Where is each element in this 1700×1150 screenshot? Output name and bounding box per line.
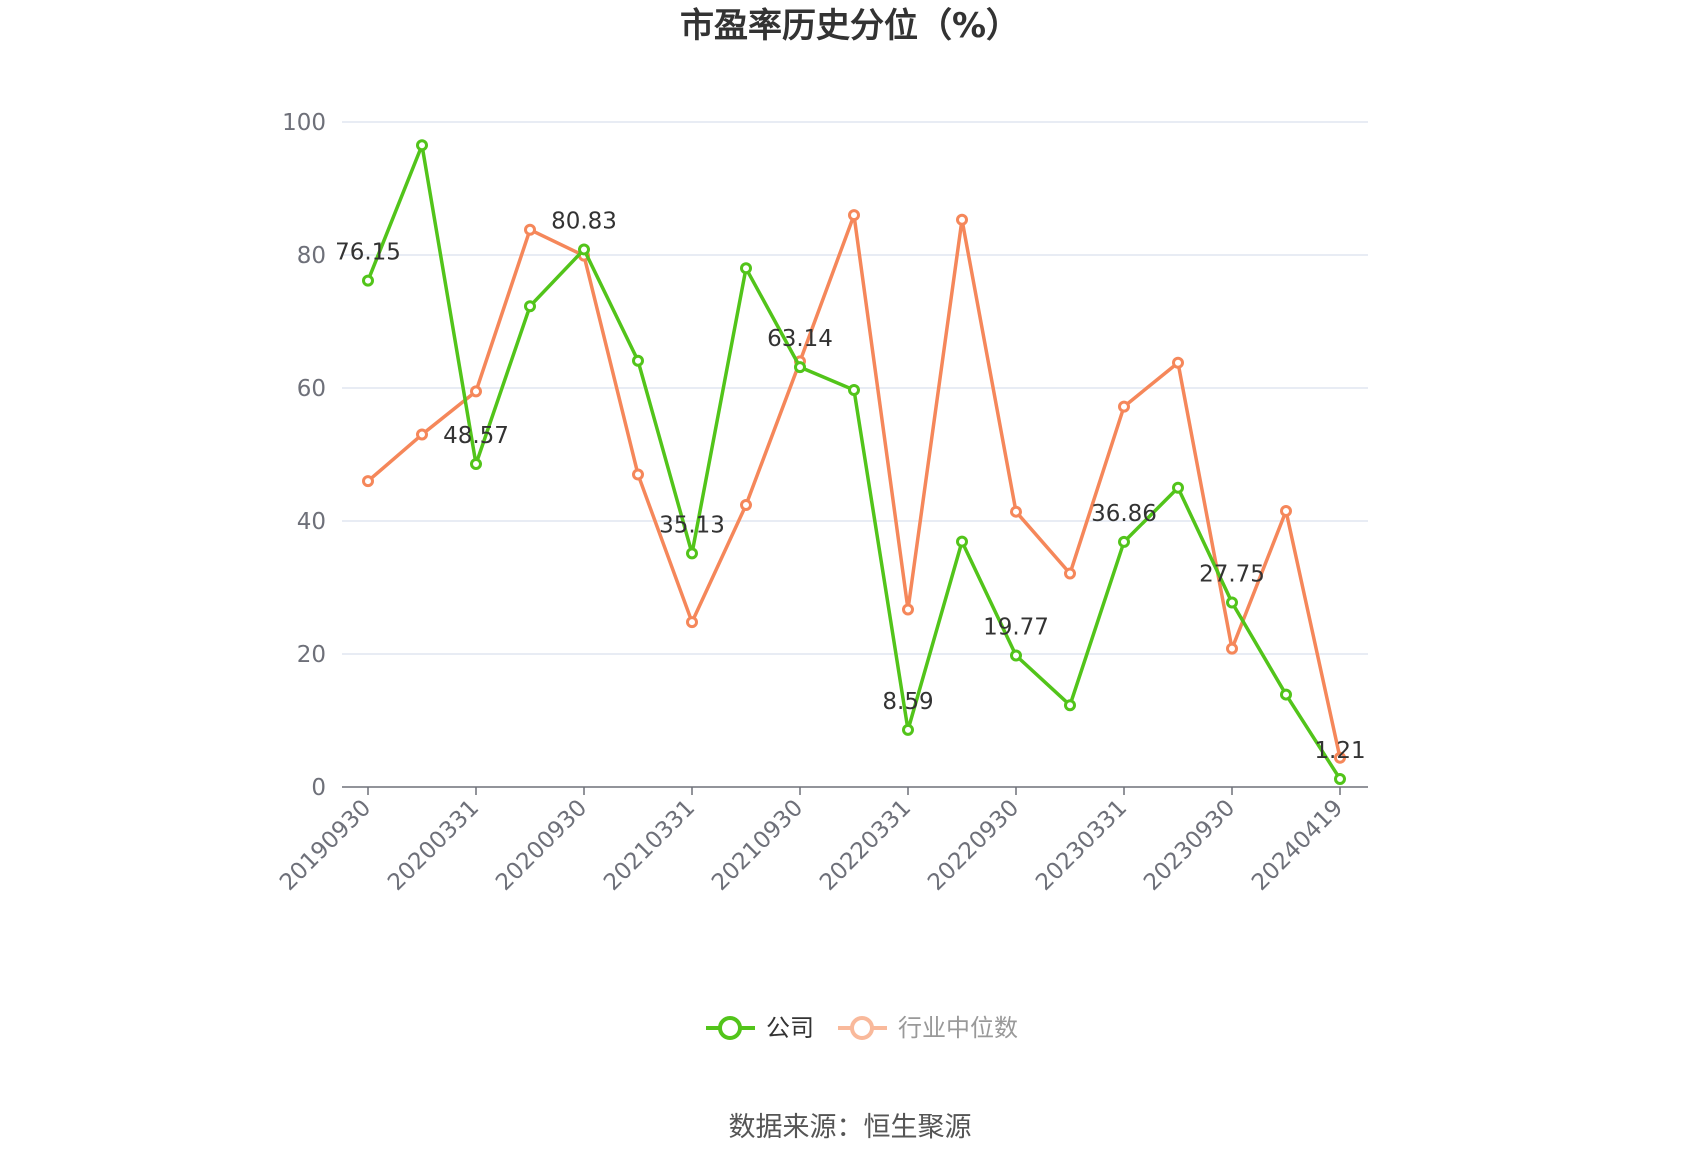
- company-data-label: 8.59: [882, 689, 933, 715]
- legend-industry-label: 行业中位数: [898, 1014, 1018, 1042]
- y-axis: 0 20 40 60 80 100: [282, 110, 326, 801]
- industry-point[interactable]: [1226, 642, 1238, 655]
- series-company: [362, 139, 1346, 785]
- company-point[interactable]: [1172, 481, 1184, 494]
- company-point[interactable]: [740, 262, 752, 275]
- company-point[interactable]: [578, 243, 590, 256]
- industry-point[interactable]: [848, 209, 860, 222]
- company-point[interactable]: [1010, 649, 1022, 662]
- company-data-label: 63.14: [767, 326, 833, 352]
- company-data-label: 76.15: [335, 240, 401, 266]
- industry-line: [366, 213, 1342, 759]
- x-tick-label: 20220930: [923, 795, 1024, 896]
- industry-point[interactable]: [362, 475, 374, 488]
- y-tick-label: 20: [297, 642, 326, 668]
- company-point[interactable]: [794, 361, 806, 374]
- legend-industry-marker: [850, 1016, 874, 1040]
- y-tick-label: 100: [282, 110, 326, 136]
- y-tick-label: 80: [297, 243, 326, 269]
- industry-point[interactable]: [524, 223, 536, 236]
- company-point[interactable]: [848, 383, 860, 396]
- company-point[interactable]: [632, 354, 644, 367]
- company-point[interactable]: [470, 458, 482, 471]
- company-point[interactable]: [1334, 772, 1346, 785]
- x-tick-label: 20200930: [491, 795, 592, 896]
- industry-point[interactable]: [1172, 356, 1184, 369]
- chart-title: 市盈率历史分位（%）: [680, 6, 1020, 46]
- industry-point[interactable]: [902, 603, 914, 616]
- company-point[interactable]: [686, 547, 698, 560]
- company-point[interactable]: [902, 723, 914, 736]
- x-axis: 20190930 20200331 20200930 20210331 20210930…: [275, 786, 1368, 896]
- company-data-label: 36.86: [1091, 501, 1157, 527]
- company-point[interactable]: [1280, 688, 1292, 701]
- x-tick-label: 20190930: [275, 795, 376, 896]
- company-point[interactable]: [416, 139, 428, 152]
- company-data-label: 1.21: [1314, 738, 1365, 764]
- company-point[interactable]: [1226, 596, 1238, 609]
- company-data-label: 27.75: [1199, 561, 1265, 587]
- industry-point[interactable]: [1334, 751, 1346, 764]
- series-industry: [362, 209, 1346, 764]
- company-data-label: 80.83: [551, 208, 617, 234]
- industry-point[interactable]: [740, 499, 752, 512]
- company-data-label: 35.13: [659, 512, 725, 538]
- legend-company-label: 公司: [766, 1014, 814, 1042]
- y-tick-label: 0: [311, 775, 326, 801]
- company-point[interactable]: [956, 535, 968, 548]
- industry-point[interactable]: [416, 428, 428, 441]
- industry-point[interactable]: [956, 213, 968, 226]
- legend-item-company[interactable]: 公司: [706, 1014, 814, 1042]
- industry-point[interactable]: [1064, 567, 1076, 580]
- company-data-label: 48.57: [443, 423, 509, 449]
- x-tick-label: 20210331: [599, 795, 700, 896]
- company-point[interactable]: [1064, 699, 1076, 712]
- x-tick-label: 20200331: [383, 795, 484, 896]
- y-tick-label: 60: [297, 376, 326, 402]
- x-tick-label: 20230930: [1139, 795, 1240, 896]
- legend-item-industry[interactable]: 行业中位数: [838, 1014, 1018, 1042]
- legend: 公司 行业中位数: [706, 1014, 1018, 1042]
- x-tick-label: 20240419: [1247, 795, 1348, 896]
- x-tick-label: 20210930: [707, 795, 808, 896]
- company-point[interactable]: [362, 274, 374, 287]
- data-source-note: 数据来源：恒生聚源: [729, 1112, 972, 1143]
- company-point[interactable]: [1118, 535, 1130, 548]
- y-tick-label: 40: [297, 509, 326, 535]
- x-tick-label: 20220331: [815, 795, 916, 896]
- company-data-label: 19.77: [983, 615, 1049, 641]
- industry-point[interactable]: [1280, 505, 1292, 518]
- series-layer: [362, 139, 1346, 785]
- data-labels: 76.15 48.57 80.83 35.13 63.14 8.59 19.77 36.86 2…: [335, 208, 1366, 763]
- industry-point[interactable]: [632, 468, 644, 481]
- industry-point[interactable]: [686, 616, 698, 629]
- company-point[interactable]: [524, 300, 536, 313]
- industry-point[interactable]: [1118, 400, 1130, 413]
- legend-company-marker: [718, 1016, 742, 1040]
- industry-point[interactable]: [470, 385, 482, 398]
- company-line: [366, 143, 1342, 780]
- x-tick-label: 20230331: [1031, 795, 1132, 896]
- industry-point[interactable]: [1010, 505, 1022, 518]
